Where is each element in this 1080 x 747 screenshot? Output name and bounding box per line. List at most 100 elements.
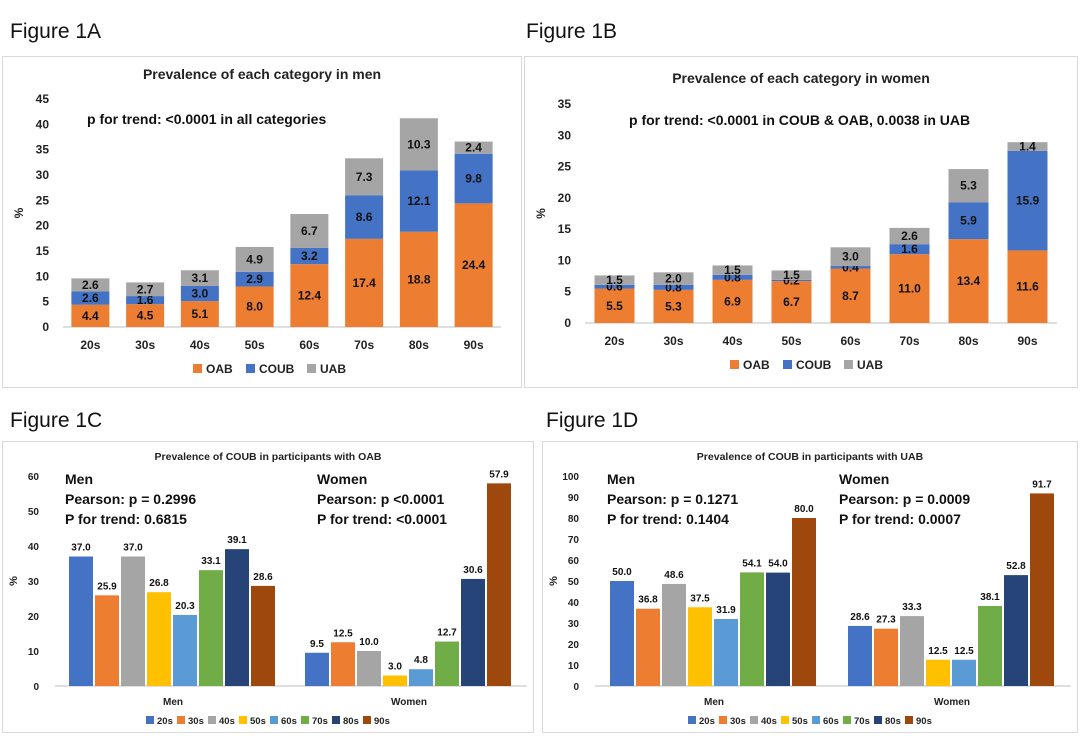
bar-coub-20s	[594, 284, 635, 289]
y-tick-label: 30	[36, 168, 50, 182]
bar-30s-women	[331, 642, 355, 686]
group-note-heading: Women	[317, 471, 367, 487]
figure-1d-label: Figure 1D	[546, 409, 639, 432]
legend-swatch-80s	[332, 716, 340, 724]
x-tick-label: 20s	[80, 338, 100, 352]
bar-coub-30s	[653, 284, 694, 290]
data-label: 2.6	[901, 229, 918, 243]
x-tick-label: 30s	[135, 338, 155, 352]
legend-label: 90s	[374, 716, 390, 727]
data-label: 4.5	[137, 309, 154, 323]
y-tick-label: 15	[558, 222, 572, 236]
bar-90s-women	[1030, 493, 1054, 686]
y-tick-label: 30	[28, 577, 40, 588]
y-tick-label: 20	[36, 219, 50, 233]
bar-oab-50s	[235, 286, 274, 327]
data-label: 12.5	[333, 628, 353, 639]
y-tick-label: 30	[558, 128, 572, 142]
bar-90s-men	[251, 585, 275, 686]
legend-label: 40s	[761, 716, 777, 727]
data-label: 1.6	[137, 293, 154, 307]
data-label: 2.0	[665, 272, 682, 286]
bar-50s-women	[926, 659, 950, 686]
group-note-line: Pearson: p = 0.2996	[65, 491, 196, 507]
chart-panel-1b: Prevalence of each category in women p fo…	[524, 56, 1078, 388]
data-label: 6.7	[783, 295, 800, 309]
y-tick-label: 50	[28, 507, 40, 518]
legend-swatch-30s	[719, 716, 727, 724]
x-tick-label: 40s	[190, 338, 210, 352]
data-label: 25.9	[97, 581, 117, 592]
legend-label: 80s	[885, 716, 901, 727]
bar-coub-90s	[1007, 150, 1048, 251]
legend-label: 70s	[312, 716, 328, 727]
legend-label: 50s	[250, 716, 266, 727]
bar-oab-70s	[889, 254, 930, 323]
y-tick-label: 5	[564, 285, 571, 299]
y-axis-label: %	[8, 576, 20, 586]
data-label: 12.4	[298, 289, 322, 303]
bar-oab-40s	[180, 301, 219, 327]
y-tick-label: 20	[568, 640, 580, 651]
data-label: 11.0	[898, 282, 921, 296]
bar-20s-men	[69, 556, 93, 686]
x-group-label: Women	[934, 697, 970, 708]
data-label: 2.7	[137, 282, 154, 296]
legend-label: 30s	[730, 716, 746, 727]
data-label: 6.9	[724, 294, 741, 308]
y-tick-label: 60	[28, 472, 40, 483]
figure-1b-label: Figure 1B	[526, 20, 618, 43]
legend-swatch-80s	[874, 716, 882, 724]
data-label: 27.3	[876, 615, 896, 626]
group-note-line: P for trend: 0.1404	[607, 511, 729, 527]
bar-coub-90s	[454, 153, 493, 204]
x-tick-label: 40s	[722, 334, 742, 348]
legend-label: 60s	[281, 716, 297, 727]
group-note-line: P for trend: 0.0007	[839, 511, 961, 527]
data-label: 6.7	[301, 224, 318, 238]
y-tick-label: 100	[562, 472, 579, 483]
data-label: 18.8	[407, 272, 431, 286]
legend-label: 70s	[854, 716, 870, 727]
data-label: 4.8	[414, 655, 428, 666]
data-label: 1.5	[724, 263, 741, 277]
data-label: 50.0	[612, 567, 632, 578]
data-label: 36.8	[638, 595, 658, 606]
data-label: 57.9	[489, 469, 509, 480]
legend-label: 60s	[823, 716, 839, 727]
bar-uab-80s	[948, 169, 989, 203]
legend-label: COUB	[796, 358, 832, 372]
data-label: 3.2	[301, 249, 318, 263]
chart-title: Prevalence of each category in women	[672, 70, 930, 86]
bar-oab-40s	[712, 279, 753, 323]
legend-label: 80s	[343, 716, 359, 727]
data-label: 2.6	[82, 278, 99, 292]
y-axis-label: %	[548, 576, 560, 586]
legend-swatch-20s	[146, 716, 154, 724]
bar-oab-20s	[594, 288, 635, 323]
legend-swatch-coub	[783, 360, 792, 369]
chart-panel-1a: Prevalence of each category in men p for …	[2, 56, 522, 388]
y-tick-label: 20	[28, 612, 40, 623]
bar-oab-30s	[126, 304, 165, 327]
bar-coub-70s	[345, 195, 384, 239]
data-label: 3.0	[192, 287, 209, 301]
data-label: 3.1	[192, 271, 209, 285]
y-tick-label: 10	[568, 661, 580, 672]
chart-title: Prevalence of COUB in participants with …	[697, 451, 924, 463]
stacked-bar-chart-men: Prevalence of each category in men p for …	[12, 66, 501, 376]
y-tick-label: 25	[558, 160, 572, 174]
y-tick-label: 0	[42, 320, 49, 334]
trend-annotation: p for trend: <0.0001 in all categories	[87, 111, 326, 127]
group-note-line: P for trend: <0.0001	[317, 511, 447, 527]
data-label: 12.1	[407, 194, 431, 208]
y-tick-label: 35	[36, 143, 50, 157]
data-label: 5.1	[192, 307, 209, 321]
bar-uab-50s	[771, 270, 812, 280]
bar-coub-70s	[889, 244, 930, 255]
data-label: 2.9	[246, 272, 263, 286]
legend-label: 30s	[188, 716, 204, 727]
bar-uab-40s	[712, 265, 753, 275]
bar-uab-20s	[594, 275, 635, 285]
data-label: 80.0	[794, 504, 814, 515]
